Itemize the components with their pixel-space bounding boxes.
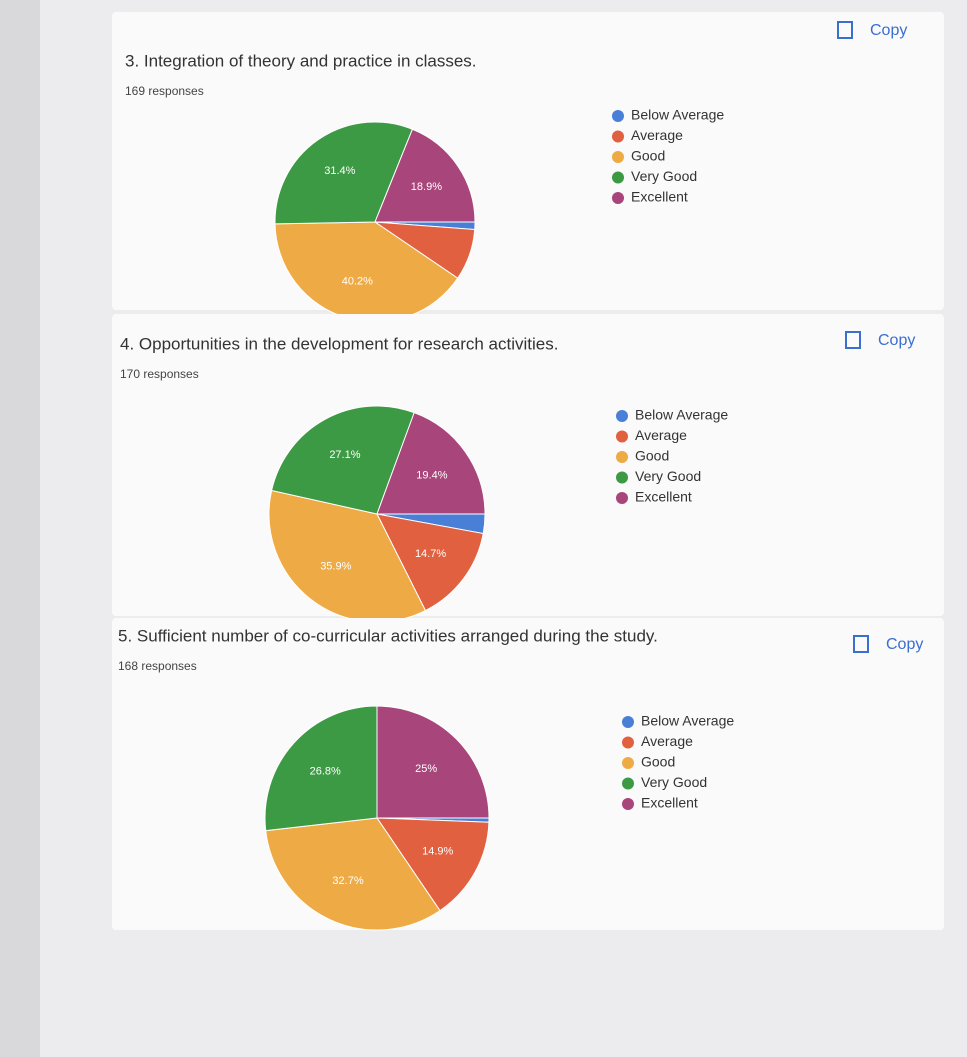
- legend-label: Excellent: [635, 489, 692, 505]
- legend-swatch: [612, 192, 624, 204]
- legend-swatch: [612, 131, 624, 143]
- legend-label: Average: [631, 127, 683, 143]
- copy-button[interactable]: Copy: [886, 636, 923, 653]
- slice-label: 40.2%: [342, 275, 373, 287]
- chart-title: 5. Sufficient number of co-curricular ac…: [118, 626, 658, 645]
- slice-label: 25%: [415, 763, 437, 775]
- slice-label: 14.7%: [415, 548, 446, 560]
- legend-label: Average: [635, 427, 687, 443]
- slice-label: 19.4%: [416, 470, 447, 482]
- legend-swatch: [622, 737, 634, 749]
- response-count: 170 responses: [120, 367, 199, 381]
- chart-title: 4. Opportunities in the development for …: [120, 334, 558, 353]
- legend-swatch: [622, 716, 634, 728]
- slice-label: 18.9%: [411, 181, 442, 193]
- legend-label: Excellent: [631, 189, 688, 205]
- legend-label: Very Good: [631, 168, 697, 184]
- copy-button[interactable]: Copy: [870, 22, 907, 39]
- card: [112, 314, 944, 616]
- legend-label: Very Good: [635, 468, 701, 484]
- response-count: 168 responses: [118, 659, 197, 673]
- legend-swatch: [616, 431, 628, 443]
- legend-label: Good: [635, 448, 669, 464]
- legend-label: Below Average: [635, 407, 728, 423]
- legend-label: Average: [641, 733, 693, 749]
- slice-label: 31.4%: [324, 165, 355, 177]
- slice-label: 14.9%: [422, 846, 453, 858]
- legend-swatch: [612, 151, 624, 163]
- chart-title: 3. Integration of theory and practice in…: [125, 51, 477, 70]
- copy-button[interactable]: Copy: [878, 332, 915, 349]
- card: [112, 618, 944, 930]
- legend-label: Good: [641, 754, 675, 770]
- legend-swatch: [612, 110, 624, 122]
- legend-label: Excellent: [641, 795, 698, 811]
- legend-swatch: [616, 451, 628, 463]
- legend-swatch: [616, 492, 628, 504]
- legend-label: Below Average: [631, 107, 724, 123]
- legend-swatch: [622, 778, 634, 790]
- legend-swatch: [616, 410, 628, 422]
- slice-label: 35.9%: [320, 561, 351, 573]
- legend-swatch: [622, 798, 634, 810]
- slice-label: 27.1%: [329, 449, 360, 461]
- response-count: 169 responses: [125, 84, 204, 98]
- legend-label: Very Good: [641, 774, 707, 790]
- page: 3. Integration of theory and practice in…: [0, 0, 967, 1057]
- legend-swatch: [616, 472, 628, 484]
- legend-label: Below Average: [641, 713, 734, 729]
- legend-swatch: [622, 757, 634, 769]
- slice-label: 32.7%: [332, 875, 363, 887]
- legend-swatch: [612, 172, 624, 184]
- legend-label: Good: [631, 148, 665, 164]
- slice-label: 26.8%: [310, 766, 341, 778]
